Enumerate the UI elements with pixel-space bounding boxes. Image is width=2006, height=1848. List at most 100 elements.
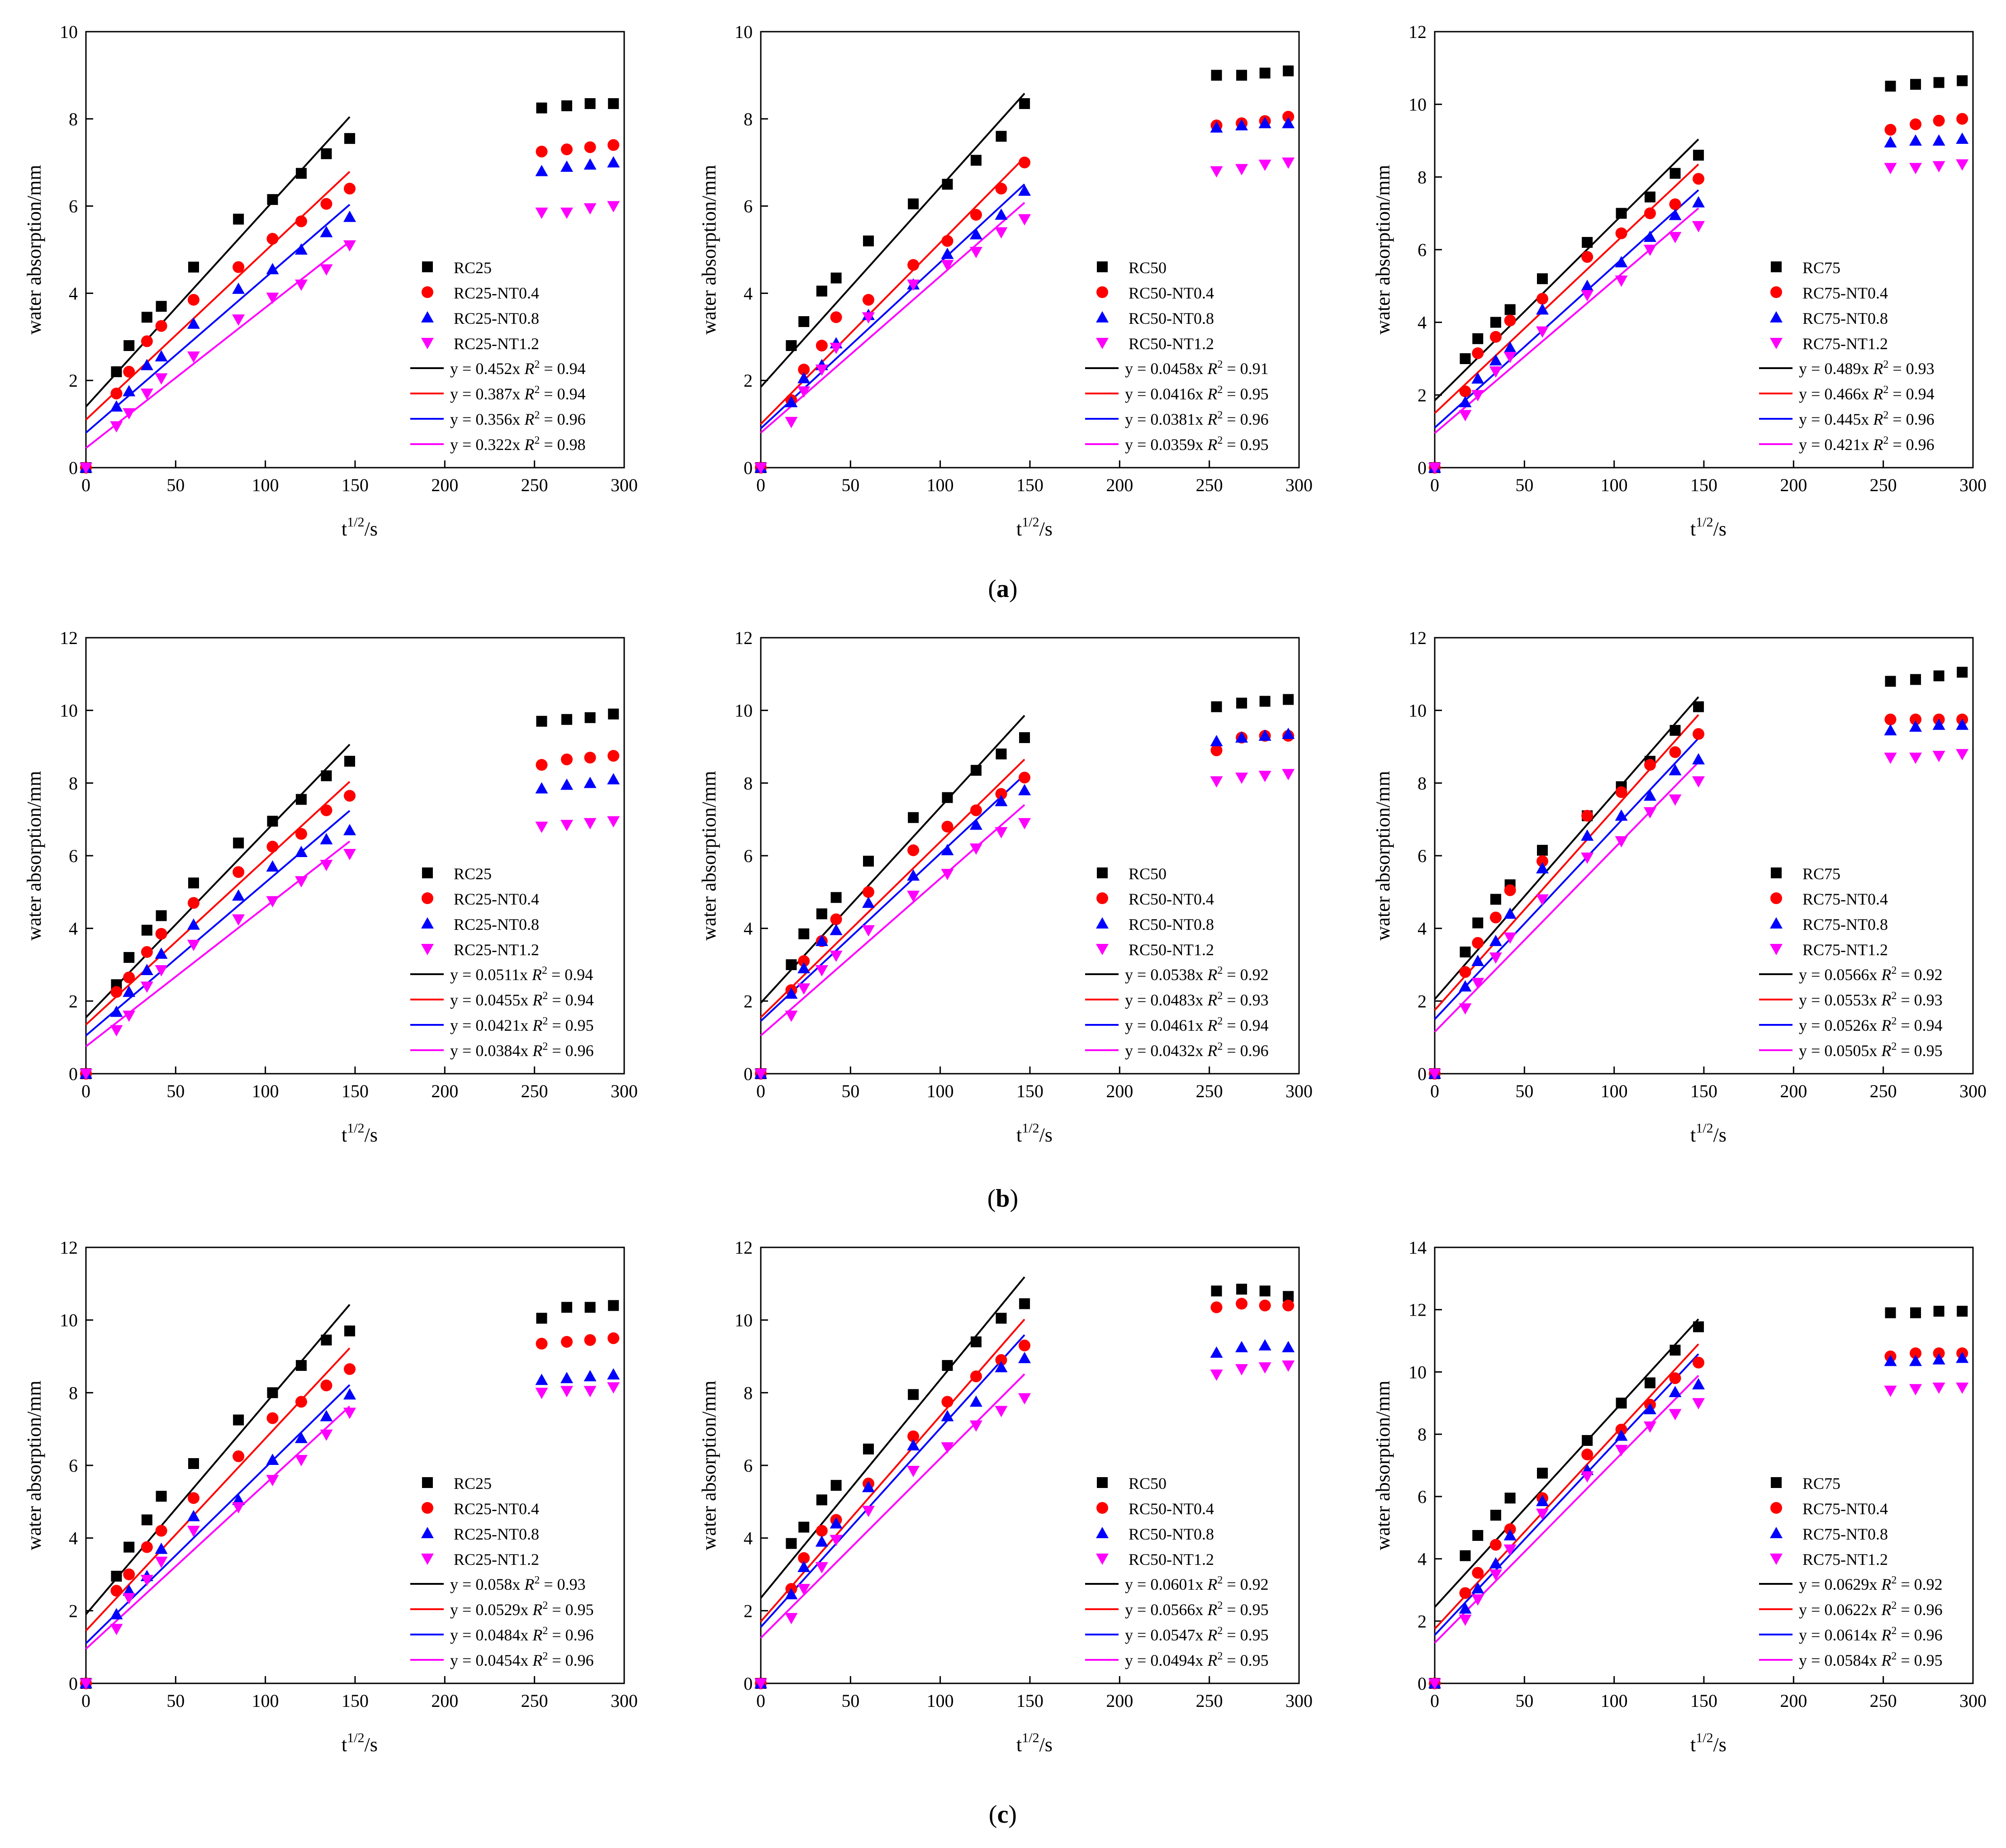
legend-label: RC75 [1802,1474,1840,1493]
y-tick-label: 0 [744,1673,753,1694]
data-point [343,210,356,222]
data-point [995,827,1008,839]
fit-r-exp: 2 [542,965,547,976]
data-point [1504,314,1516,327]
data-point [1210,734,1223,746]
data-point [995,227,1008,239]
data-point [996,1313,1007,1324]
data-point [266,860,279,872]
data-point [1884,713,1897,725]
data-point [1885,1307,1896,1318]
data-point [797,962,811,974]
y-tick-label: 4 [744,919,753,939]
y-tick-label: 8 [69,1383,78,1403]
chart-panel-7: 0 50 100 150 200 250 300 0 2 4 6 8 10 12 t1/2/s water a… [23,1237,638,1756]
data-point [123,1584,136,1596]
fit-line-2 [760,156,1025,425]
legend-marker [421,917,434,929]
y-tick-label: 6 [69,1455,78,1476]
data-point [232,282,245,294]
data-point [1503,1544,1517,1556]
x-tick-label: 300 [611,1691,638,1711]
data-point [862,312,875,324]
caption-close: ) [1009,575,1018,603]
y-tick-label: 4 [69,283,78,303]
fit-x: x [1195,966,1207,984]
y-tick-label: 6 [69,196,78,217]
caption-open: ( [987,1185,996,1213]
x-axis-label-base: t [1016,1734,1022,1756]
fit-coefficient: 0.0381 [1150,410,1195,428]
legend-label: RC25-NT0.4 [454,1500,539,1518]
fit-x: x [1195,1601,1207,1619]
legend-label: RC25 [454,865,492,883]
data-point [1236,1298,1248,1310]
fit-x: x [1195,1626,1207,1644]
data-point [1210,1346,1223,1358]
data-point [941,247,954,259]
data-point [295,1396,307,1408]
data-point [607,750,620,762]
data-point [1489,1539,1502,1551]
data-point [1490,1510,1501,1521]
data-point [188,897,199,909]
data-point [996,749,1007,760]
data-point [1615,275,1628,287]
fit-r-exp: 2 [1891,1625,1897,1637]
fit-r2: 0.93 [1914,991,1943,1009]
fit-r: R [1873,385,1883,403]
x-axis-label-base: t [1016,1124,1022,1146]
fit-eq: = [1223,436,1240,454]
legend-marker [1770,1502,1782,1514]
x-tick-label: 150 [1690,1691,1717,1711]
data-point [970,1395,982,1407]
fit-coefficient: 0.0538 [1150,966,1195,984]
data-point [155,373,168,385]
fit-prefix: y = [1799,966,1824,984]
legend-fit-label: y = 0.322x R2 = 0.98 [450,435,586,454]
y-tick-label: 4 [1418,919,1427,939]
x-axis-label: t1/2/s [341,1121,378,1146]
x-axis-label-exponent: 1/2 [1022,1121,1039,1136]
data-point [971,765,982,776]
fit-coefficient: 0.0484 [475,1626,520,1644]
legend-marker [1770,917,1783,929]
y-axis-label: water absorption/mm [698,1380,720,1550]
y-tick-label: 2 [1418,385,1427,405]
data-point [123,986,136,997]
y-tick-label: 12 [735,628,753,648]
data-point [908,1389,919,1400]
series-2 [80,750,620,1080]
legend-fit-label: y = 0.058x R2 = 0.93 [450,1574,586,1593]
legend-marker [422,867,433,878]
x-tick-label: 100 [1601,1081,1628,1101]
data-point [188,1492,199,1504]
legend-marker [421,1527,434,1538]
fit-r2: 0.95 [1240,1601,1269,1619]
fit-coefficient: 0.0553 [1824,991,1869,1009]
legend-fit-label: y = 0.0529x R2 = 0.95 [450,1600,594,1619]
fit-r-exp: 2 [1891,1015,1897,1027]
data-point [1909,163,1922,175]
fit-r2: 0.94 [564,966,593,984]
x-axis-label-exponent: 1/2 [1696,515,1713,530]
caption-close: ) [1010,1185,1019,1213]
y-tick-label: 8 [744,1383,753,1403]
data-point [971,1336,982,1347]
fit-r: R [1207,1016,1217,1034]
fit-r-exp: 2 [542,1625,548,1637]
legend-label: RC25-NT1.2 [454,941,539,959]
fit-line-1 [1434,696,1699,1000]
caption-letter: b [996,1185,1010,1213]
fit-coefficient: 0.421 [1824,436,1861,454]
data-point [1932,134,1945,146]
data-point [907,1439,920,1450]
data-point [232,866,245,878]
fit-prefix: y = [1125,410,1150,428]
fit-prefix: y = [450,1016,475,1034]
data-point [111,366,122,377]
fit-r-exp: 2 [1891,990,1897,1002]
data-point [1933,1306,1944,1317]
data-point [1489,354,1502,366]
fit-eq: = [548,1601,565,1619]
